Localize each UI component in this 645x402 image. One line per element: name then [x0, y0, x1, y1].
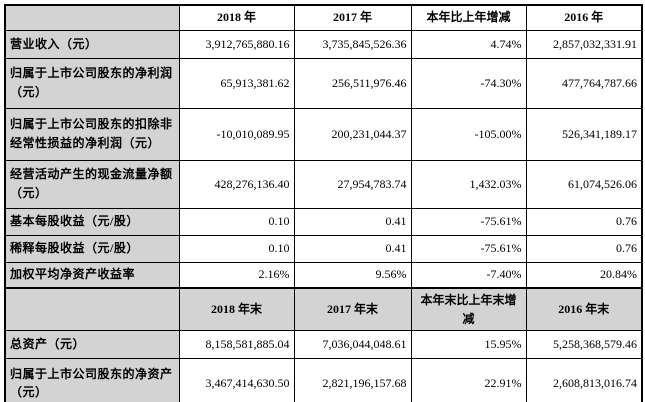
table-row-weighted-avg-roe: 加权平均净资产收益率 2.16% 9.56% -7.40% 20.84% — [4, 261, 643, 289]
value-2016: 20.84% — [525, 261, 643, 289]
column-header-2017-year-end: 2017 年末 — [293, 287, 412, 332]
value-2016: 2,857,032,331.91 — [525, 29, 643, 59]
table-row-net-profit-excl-nonrecurring: 归属于上市公司股东的扣除非经常性损益的净利润（元） -10,010,089.95… — [4, 107, 643, 161]
value-2016: 2,608,813,016.74 — [525, 358, 643, 402]
value-2017: 0.41 — [293, 234, 412, 263]
value-2016: 61,074,526.06 — [525, 159, 643, 209]
metric-label: 营业收入（元） — [4, 29, 180, 59]
value-change: -75.61% — [410, 207, 527, 236]
value-2017: 256,511,976.46 — [293, 57, 412, 109]
column-header-2016-year-end: 2016 年末 — [525, 287, 643, 332]
value-change: 1,432.03% — [410, 159, 527, 209]
value-2018: 65,913,381.62 — [178, 57, 295, 109]
value-change: -7.40% — [410, 261, 527, 289]
table-header-row-annual: 2018 年 2017 年 本年比上年增减 2016 年 — [4, 4, 643, 31]
value-change: -105.00% — [410, 107, 527, 161]
value-2017: 2,821,196,157.68 — [293, 358, 412, 402]
value-2017: 7,036,044,048.61 — [293, 330, 412, 360]
metric-label: 稀释每股收益（元/股） — [4, 234, 180, 263]
value-2018: 3,912,765,880.16 — [178, 29, 295, 59]
value-change: 4.74% — [410, 29, 527, 59]
metric-label: 基本每股收益（元/股） — [4, 207, 180, 236]
corner-cell — [4, 287, 180, 332]
value-2017: 9.56% — [293, 261, 412, 289]
value-change: 22.91% — [410, 358, 527, 402]
metric-label: 归属于上市公司股东的扣除非经常性损益的净利润（元） — [4, 107, 180, 161]
value-2018: 2.16% — [178, 261, 295, 289]
metric-label: 经营活动产生的现金流量净额（元） — [4, 159, 180, 209]
value-2018: -10,010,089.95 — [178, 107, 295, 161]
value-2016: 5,258,368,579.46 — [525, 330, 643, 360]
table-row-net-profit: 归属于上市公司股东的净利润（元） 65,913,381.62 256,511,9… — [4, 57, 643, 109]
table-row-net-assets: 归属于上市公司股东的净资产（元） 3,467,414,630.50 2,821,… — [4, 358, 643, 402]
value-2017: 200,231,044.37 — [293, 107, 412, 161]
value-2016: 0.76 — [525, 234, 643, 263]
value-2018: 0.10 — [178, 207, 295, 236]
column-header-2017: 2017 年 — [293, 4, 412, 31]
value-2018: 0.10 — [178, 234, 295, 263]
metric-label: 加权平均净资产收益率 — [4, 261, 180, 289]
table-header-row-year-end: 2018 年末 2017 年末 本年末比上年末增减 2016 年末 — [4, 287, 643, 332]
table-row-diluted-eps: 稀释每股收益（元/股） 0.10 0.41 -75.61% 0.76 — [4, 234, 643, 263]
table-row-basic-eps: 基本每股收益（元/股） 0.10 0.41 -75.61% 0.76 — [4, 207, 643, 236]
metric-label: 归属于上市公司股东的净利润（元） — [4, 57, 180, 109]
value-2017: 0.41 — [293, 207, 412, 236]
value-2016: 526,341,189.17 — [525, 107, 643, 161]
value-change: 15.95% — [410, 330, 527, 360]
value-2016: 0.76 — [525, 207, 643, 236]
metric-label: 总资产（元） — [4, 330, 180, 360]
value-2017: 3,735,845,526.36 — [293, 29, 412, 59]
value-change: -74.30% — [410, 57, 527, 109]
column-header-change: 本年比上年增减 — [410, 4, 527, 31]
column-header-2018: 2018 年 — [178, 4, 295, 31]
table-row-operating-cash-flow: 经营活动产生的现金流量净额（元） 428,276,136.40 27,954,7… — [4, 159, 643, 209]
column-header-2018-year-end: 2018 年末 — [178, 287, 295, 332]
value-change: -75.61% — [410, 234, 527, 263]
value-2017: 27,954,783.74 — [293, 159, 412, 209]
value-2018: 428,276,136.40 — [178, 159, 295, 209]
column-header-year-end-change: 本年末比上年末增减 — [410, 287, 527, 332]
corner-cell — [4, 4, 180, 31]
value-2018: 3,467,414,630.50 — [178, 358, 295, 402]
value-2018: 8,158,581,885.04 — [178, 330, 295, 360]
table-row-total-assets: 总资产（元） 8,158,581,885.04 7,036,044,048.61… — [4, 330, 643, 360]
value-2016: 477,764,787.66 — [525, 57, 643, 109]
metric-label: 归属于上市公司股东的净资产（元） — [4, 358, 180, 402]
table-row-revenue: 营业收入（元） 3,912,765,880.16 3,735,845,526.3… — [4, 29, 643, 59]
column-header-2016: 2016 年 — [525, 4, 643, 31]
financial-summary-table: 2018 年 2017 年 本年比上年增减 2016 年 营业收入（元） 3,9… — [4, 4, 643, 402]
